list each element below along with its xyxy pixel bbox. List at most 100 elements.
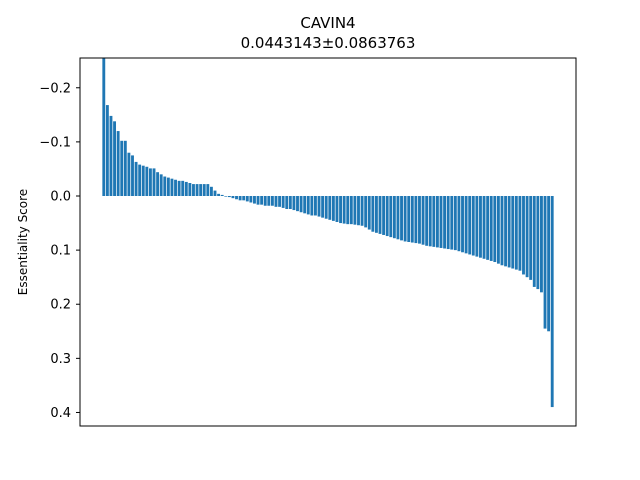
y-axis-ticks: −0.2 −0.1 0.0 0.1 0.2 0.3 0.4 — [39, 81, 80, 421]
bar — [450, 196, 454, 250]
bar — [267, 196, 271, 206]
bar — [245, 196, 249, 202]
bar — [202, 184, 206, 196]
bar — [410, 196, 414, 243]
y-tick-label: −0.1 — [39, 135, 71, 150]
bar — [224, 196, 228, 197]
bar — [457, 196, 461, 252]
bar — [522, 196, 525, 275]
bar — [296, 196, 299, 212]
bar — [105, 105, 109, 196]
bar — [500, 196, 504, 266]
y-tick-label: 0.1 — [50, 244, 71, 259]
bar — [435, 196, 439, 248]
bar — [235, 196, 238, 200]
bar — [371, 196, 375, 232]
bar — [414, 196, 418, 244]
bar — [382, 196, 386, 235]
bar — [174, 179, 177, 196]
bar — [378, 196, 382, 234]
bar — [346, 196, 350, 225]
bar — [367, 196, 371, 230]
bar — [471, 196, 475, 256]
bar — [120, 140, 124, 196]
y-tick-label: 0.0 — [50, 190, 71, 205]
bar — [285, 196, 289, 209]
bar — [109, 115, 113, 196]
bar — [493, 196, 497, 263]
y-tick-label: 0.2 — [50, 298, 71, 313]
bar — [220, 194, 224, 196]
bar — [192, 184, 195, 196]
bar — [102, 58, 106, 196]
bar — [260, 196, 264, 205]
bar — [443, 196, 447, 249]
bar — [278, 196, 282, 207]
bar — [418, 196, 421, 244]
bar — [113, 121, 116, 196]
bar — [231, 196, 235, 199]
bar — [199, 184, 203, 196]
y-tick-label: 0.4 — [50, 406, 71, 421]
bar — [453, 196, 457, 251]
bar — [421, 196, 425, 245]
bar — [353, 196, 357, 225]
bar — [288, 196, 292, 209]
bar — [116, 131, 120, 196]
bar — [529, 196, 533, 280]
bar — [166, 177, 170, 196]
bar — [238, 196, 242, 201]
y-tick-label: −0.2 — [39, 81, 71, 96]
bar — [331, 196, 335, 221]
bar — [184, 181, 188, 196]
bar — [540, 196, 543, 293]
bar — [314, 196, 317, 216]
bar — [317, 196, 321, 217]
bar — [148, 168, 152, 196]
bar — [209, 186, 213, 196]
bar — [489, 196, 493, 261]
bar — [163, 176, 167, 196]
bar — [152, 168, 156, 196]
bar — [170, 178, 174, 196]
bar — [242, 196, 246, 201]
bar — [274, 196, 278, 207]
bar — [131, 155, 134, 196]
chart-subtitle: 0.0443143±0.0863763 — [241, 34, 416, 52]
plot-frame — [79, 57, 577, 427]
bar — [364, 196, 368, 228]
bar — [156, 172, 160, 196]
bar — [468, 196, 472, 255]
bar — [206, 184, 210, 196]
bar — [392, 196, 396, 239]
bar — [292, 196, 296, 211]
bar — [357, 196, 360, 226]
bar — [403, 196, 407, 242]
bar — [507, 196, 511, 268]
bar — [504, 196, 508, 267]
bar — [385, 196, 389, 237]
bar — [532, 196, 536, 287]
bar-series — [102, 58, 554, 408]
bar — [425, 196, 429, 246]
bar — [446, 196, 450, 250]
bar — [374, 196, 378, 233]
bar — [464, 196, 468, 254]
bar — [306, 196, 310, 215]
bar — [188, 183, 192, 196]
bar — [335, 196, 339, 222]
bar — [496, 196, 500, 264]
bar — [396, 196, 400, 240]
bar — [253, 196, 256, 204]
bar — [543, 196, 547, 329]
bar — [475, 196, 479, 257]
bar — [486, 196, 490, 260]
bar — [217, 193, 221, 196]
bar — [439, 196, 443, 248]
bar — [138, 164, 142, 196]
bar — [349, 196, 353, 225]
bar — [249, 196, 253, 203]
bar — [360, 196, 364, 226]
bar — [432, 196, 436, 247]
bar — [141, 165, 145, 196]
